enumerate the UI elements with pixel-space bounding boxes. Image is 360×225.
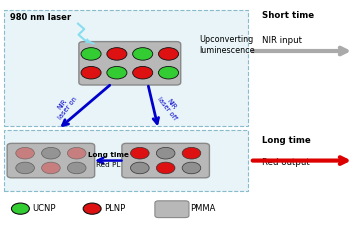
Circle shape xyxy=(12,203,30,214)
Circle shape xyxy=(16,147,35,159)
Circle shape xyxy=(133,66,153,79)
Circle shape xyxy=(16,162,35,174)
Circle shape xyxy=(81,48,101,60)
Circle shape xyxy=(107,48,127,60)
Text: 980 nm laser: 980 nm laser xyxy=(10,13,71,22)
Text: Red PL: Red PL xyxy=(96,162,121,168)
Text: NIR input: NIR input xyxy=(262,36,302,45)
Circle shape xyxy=(156,147,175,159)
Circle shape xyxy=(41,147,60,159)
Circle shape xyxy=(107,66,127,79)
Text: Long time: Long time xyxy=(88,152,129,158)
Circle shape xyxy=(158,48,179,60)
Circle shape xyxy=(133,48,153,60)
FancyBboxPatch shape xyxy=(122,143,210,178)
Text: Red output: Red output xyxy=(262,158,310,167)
FancyBboxPatch shape xyxy=(4,10,248,126)
Circle shape xyxy=(131,162,149,174)
Text: Long time: Long time xyxy=(262,136,311,145)
Circle shape xyxy=(182,162,201,174)
Text: PLNP: PLNP xyxy=(104,204,125,213)
FancyBboxPatch shape xyxy=(79,42,181,85)
Text: PMMA: PMMA xyxy=(190,204,215,213)
Text: Short time: Short time xyxy=(262,11,315,20)
FancyBboxPatch shape xyxy=(155,201,189,218)
Circle shape xyxy=(67,147,86,159)
Text: NIR
laser on: NIR laser on xyxy=(52,92,78,121)
Circle shape xyxy=(131,147,149,159)
Circle shape xyxy=(158,66,179,79)
Circle shape xyxy=(41,162,60,174)
FancyBboxPatch shape xyxy=(7,143,95,178)
Text: NIR
laser off: NIR laser off xyxy=(156,92,183,121)
Circle shape xyxy=(182,147,201,159)
FancyBboxPatch shape xyxy=(4,130,248,191)
Text: UCNP: UCNP xyxy=(32,204,56,213)
Circle shape xyxy=(156,162,175,174)
Circle shape xyxy=(67,162,86,174)
Circle shape xyxy=(81,66,101,79)
Text: Upconverting
luminescence: Upconverting luminescence xyxy=(200,35,255,56)
Circle shape xyxy=(83,203,101,214)
